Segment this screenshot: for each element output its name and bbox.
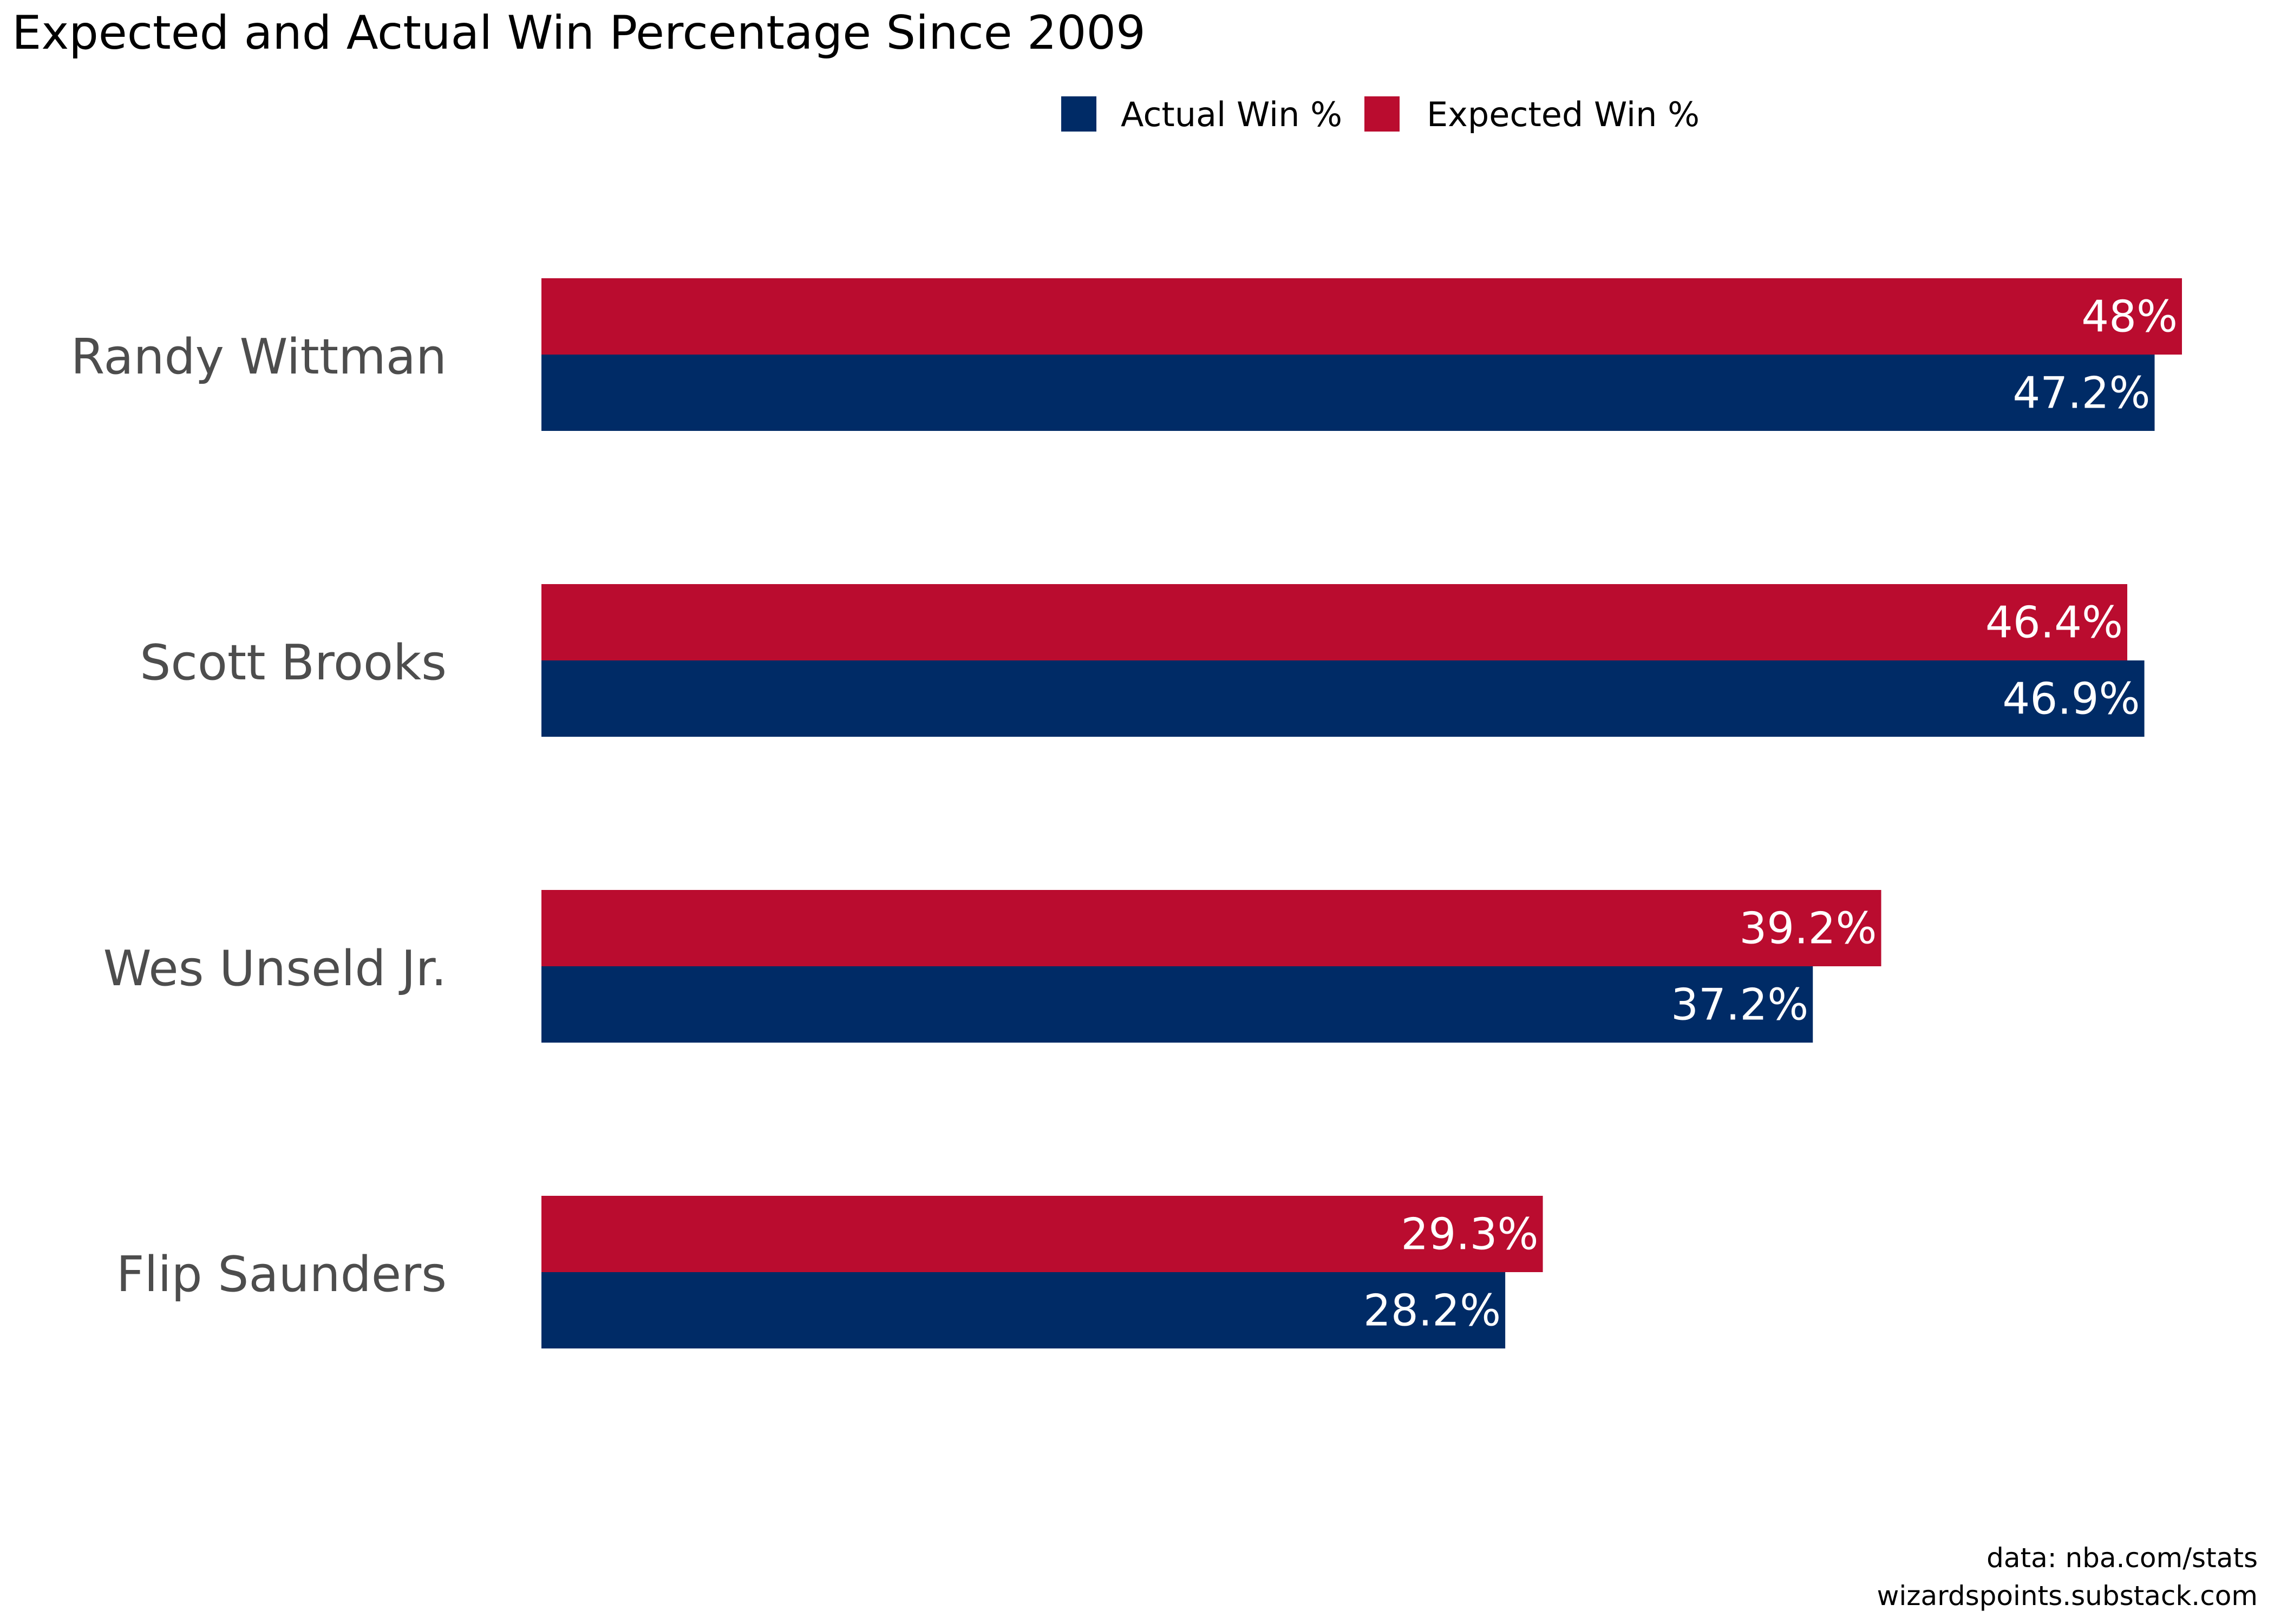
data-label-actual-win-randy-wittman: 47.2% xyxy=(2012,368,2150,418)
plot-area: Randy Wittman 48% 47.2% Scott Brooks 46.4% 46… xyxy=(71,278,2182,1348)
data-label-actual-win-flip-saunders: 28.2% xyxy=(1363,1286,1501,1336)
data-label-expected-win-wes-unseld-jr: 39.2% xyxy=(1739,903,1877,954)
bar-expected-win-wes-unseld-jr xyxy=(541,890,1881,966)
caption-site: wizardspoints.substack.com xyxy=(1877,1580,2258,1612)
category-label-wes-unseld-jr: Wes Unseld Jr. xyxy=(103,940,447,997)
bar-actual-win-scott-brooks xyxy=(541,660,2145,737)
legend-swatch-expected-win xyxy=(1364,96,1400,132)
category-label-randy-wittman: Randy Wittman xyxy=(71,329,447,385)
legend: Actual Win % Expected Win % xyxy=(1061,95,1700,134)
chart-title: Expected and Actual Win Percentage Since… xyxy=(12,6,1146,60)
legend-swatch-actual-win xyxy=(1061,96,1096,132)
bar-actual-win-flip-saunders xyxy=(541,1272,1506,1348)
bar-expected-win-flip-saunders xyxy=(541,1196,1543,1272)
data-label-actual-win-wes-unseld-jr: 37.2% xyxy=(1671,980,1808,1030)
data-label-expected-win-flip-saunders: 29.3% xyxy=(1401,1209,1538,1260)
bar-actual-win-wes-unseld-jr xyxy=(541,966,1813,1043)
data-label-expected-win-scott-brooks: 46.4% xyxy=(1985,598,2123,648)
category-label-flip-saunders: Flip Saunders xyxy=(116,1246,447,1303)
bar-expected-win-scott-brooks xyxy=(541,584,2127,660)
data-label-expected-win-randy-wittman: 48% xyxy=(2081,292,2178,342)
bar-actual-win-randy-wittman xyxy=(541,355,2155,431)
caption-source: data: nba.com/stats xyxy=(1987,1542,2258,1574)
legend-label-expected-win: Expected Win % xyxy=(1427,95,1700,134)
category-label-scott-brooks: Scott Brooks xyxy=(140,634,447,691)
legend-label-actual-win: Actual Win % xyxy=(1121,95,1342,134)
data-label-actual-win-scott-brooks: 46.9% xyxy=(2002,674,2140,724)
bar-expected-win-randy-wittman xyxy=(541,278,2182,355)
